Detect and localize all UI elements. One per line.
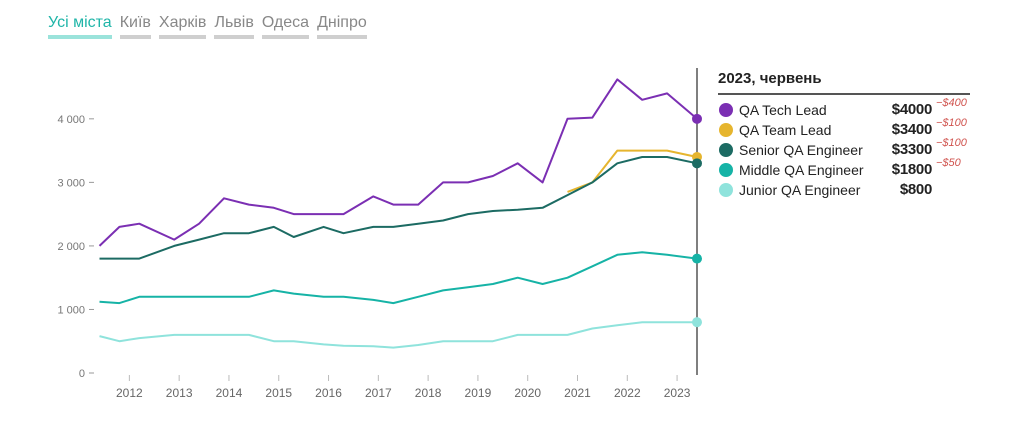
tab-lviv[interactable]: Львів: [214, 14, 254, 39]
city-tabs: Усі міста Київ Харків Львів Одеса Дніпро: [48, 14, 367, 39]
tab-odesa[interactable]: Одеса: [261, 14, 310, 39]
legend-dot: [719, 183, 733, 197]
x-tick-label: 2023: [664, 386, 691, 400]
series-endpoint: [692, 113, 702, 124]
tab-all-cities[interactable]: Усі міста: [48, 14, 112, 39]
x-tick-label: 2012: [116, 386, 143, 400]
y-tick-label: 3 000: [57, 177, 85, 189]
legend-item-qa-tech-lead: QA Tech Lead $4000 −$400: [718, 97, 970, 121]
legend-item-label: Senior QA Engineer: [739, 142, 863, 158]
legend-item-junior-qa: Junior QA Engineer $800: [718, 181, 970, 201]
y-tick-label: 4 000: [57, 114, 85, 126]
legend-item-value: $3300: [891, 141, 933, 158]
y-tick-label: 0: [79, 368, 85, 380]
x-tick-label: 2013: [166, 386, 193, 400]
legend-item-delta: −$100: [936, 117, 967, 129]
legend-item-delta: −$100: [936, 137, 967, 149]
y-tick-label: 2 000: [57, 241, 85, 253]
tab-kyiv[interactable]: Київ: [119, 14, 151, 39]
legend-item-label: QA Team Lead: [739, 122, 832, 138]
x-tick-label: 2021: [564, 386, 591, 400]
y-tick-label: 1 000: [57, 304, 85, 316]
legend-item-value: $1800: [891, 161, 933, 178]
series-line: [99, 156, 698, 260]
x-tick-label: 2022: [614, 386, 641, 400]
legend-item-label: QA Tech Lead: [739, 102, 827, 118]
series-line: [99, 321, 697, 349]
legend-dot: [719, 123, 733, 137]
series-line: [99, 251, 698, 305]
legend-dot: [719, 143, 733, 157]
x-tick-label: 2017: [365, 386, 392, 400]
legend-item-label: Middle QA Engineer: [739, 162, 864, 178]
x-tick-label: 2020: [514, 386, 541, 400]
legend-dot: [719, 163, 733, 177]
legend-item-value: $800: [899, 181, 932, 198]
legend-item-middle-qa: Middle QA Engineer $1800 −$50: [718, 157, 970, 181]
series-line: [98, 78, 698, 247]
legend-item-value: $4000: [891, 101, 933, 118]
legend-dot: [719, 103, 733, 117]
legend-item-delta: −$50: [936, 157, 961, 169]
series-endpoint: [692, 253, 702, 264]
x-tick-label: 2016: [315, 386, 342, 400]
legend-title: 2023, червень: [718, 70, 970, 95]
x-tick-label: 2015: [265, 386, 292, 400]
series-endpoint: [692, 158, 702, 169]
legend-panel: 2023, червень QA Tech Lead $4000 −$400 Q…: [718, 70, 970, 201]
legend-item-value: $3400: [891, 121, 933, 138]
tab-kharkiv[interactable]: Харків: [158, 14, 207, 39]
legend-item-qa-team-lead: QA Team Lead $3400 −$100: [718, 117, 970, 141]
legend-item-delta: −$400: [936, 97, 967, 109]
x-tick-label: 2014: [216, 386, 243, 400]
legend-item-senior-qa: Senior QA Engineer $3300 −$100: [718, 137, 970, 161]
legend-item-label: Junior QA Engineer: [739, 182, 861, 198]
x-tick-label: 2018: [415, 386, 442, 400]
tab-dnipro[interactable]: Дніпро: [317, 14, 367, 39]
series-endpoint: [692, 317, 702, 328]
x-tick-label: 2019: [465, 386, 492, 400]
